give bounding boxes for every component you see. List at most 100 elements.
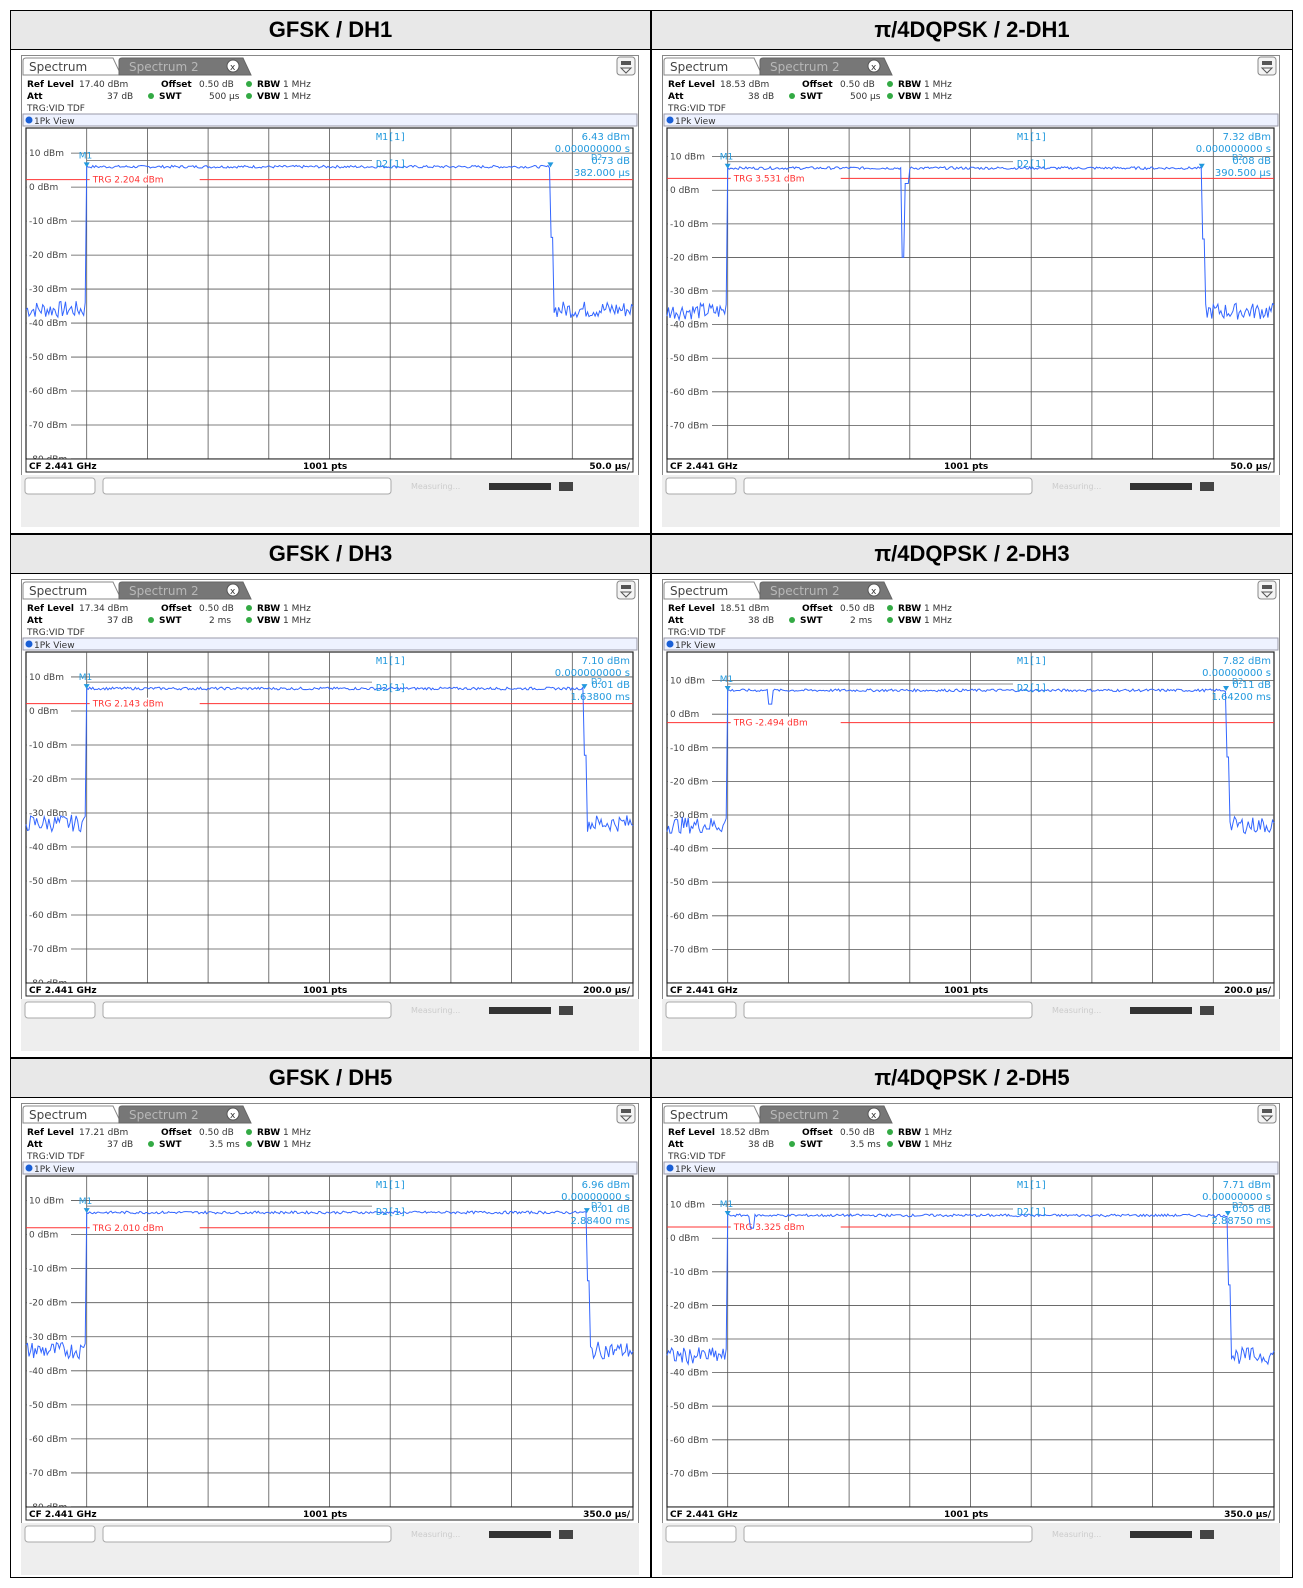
tab-spectrum-2[interactable] xyxy=(759,581,893,600)
marker-m1-icon[interactable] xyxy=(724,163,731,169)
status-field[interactable] xyxy=(665,477,737,495)
y-tick-label: -20 dBm xyxy=(29,775,67,785)
marker-d2-icon[interactable] xyxy=(583,1208,590,1214)
status-field[interactable] xyxy=(665,1525,737,1543)
time-per-div: 350.0 µs/ xyxy=(583,1510,631,1520)
att-value: 38 dB xyxy=(748,1140,774,1150)
center-frequency: CF 2.441 GHz xyxy=(29,462,97,472)
tab-spectrum-2-label: Spectrum 2 xyxy=(129,1108,199,1122)
marker-m1-icon[interactable] xyxy=(83,1208,90,1214)
trigger-label-bg xyxy=(730,1221,841,1233)
marker-d2-icon[interactable] xyxy=(1198,163,1205,169)
tab-spectrum[interactable] xyxy=(663,581,763,600)
tick-label-bg xyxy=(668,708,712,720)
marker-m1-name: M1[1] xyxy=(1017,656,1047,667)
vbw-value: 1 MHz xyxy=(924,616,952,626)
tab-spectrum[interactable] xyxy=(663,1105,763,1124)
marker-d2-icon[interactable] xyxy=(581,684,588,690)
status-message-field[interactable] xyxy=(102,477,392,495)
status-field[interactable] xyxy=(665,1001,737,1019)
marker-m1-icon[interactable] xyxy=(724,1211,731,1217)
y-tick-label: -60 dBm xyxy=(29,387,67,397)
status-field[interactable] xyxy=(24,477,96,495)
status-message-field[interactable] xyxy=(743,1525,1033,1543)
tick-label-bg xyxy=(668,318,712,330)
tick-label-bg xyxy=(27,1466,71,1478)
status-indicator-icon xyxy=(1200,482,1214,491)
tab-spectrum[interactable] xyxy=(22,581,122,600)
tab-spectrum-2[interactable] xyxy=(118,1105,252,1124)
close-tab-icon[interactable] xyxy=(226,59,240,73)
close-tab-icon[interactable] xyxy=(226,583,240,597)
swt-label: SWT xyxy=(800,616,823,626)
tab-spectrum-2[interactable] xyxy=(118,57,252,76)
spectrum-screen: Spectrum Spectrum 2 x Ref Level 18.53 dBm Off… xyxy=(662,55,1288,527)
time-per-div: 200.0 µs/ xyxy=(583,986,631,996)
time-per-div: 50.0 µs/ xyxy=(589,462,630,472)
tab-spectrum[interactable] xyxy=(22,1105,122,1124)
tab-spectrum[interactable] xyxy=(22,57,122,76)
y-tick-label: -70 dBm xyxy=(29,945,67,955)
marker-d2-icon[interactable] xyxy=(1224,1211,1231,1217)
tick-label-bg xyxy=(27,147,71,159)
tab-spectrum[interactable] xyxy=(663,57,763,76)
marker-d2-name: D2[1] xyxy=(1017,159,1047,170)
close-tab-glyph: x xyxy=(230,587,236,597)
tab-spectrum-label: Spectrum xyxy=(670,584,728,598)
view-label: 1Pk View xyxy=(675,641,716,651)
center-frequency: CF 2.441 GHz xyxy=(29,1510,97,1520)
y-tick-label: -50 dBm xyxy=(670,1402,708,1412)
tick-label-bg xyxy=(668,419,712,431)
ref-level-value: 18.52 dBm xyxy=(720,1128,769,1138)
marker-m1-icon[interactable] xyxy=(83,684,90,690)
status-message-field[interactable] xyxy=(743,477,1033,495)
marker-d2-icon[interactable] xyxy=(1223,685,1230,691)
marker-d2-name: D2[1] xyxy=(1017,1207,1047,1218)
spectrum-chart: Spectrum Spectrum 2 x Ref Level 18.53 dBm Off… xyxy=(662,55,1280,527)
status-field[interactable] xyxy=(24,1001,96,1019)
marker-m1-icon[interactable] xyxy=(724,685,731,691)
close-tab-glyph: x xyxy=(871,587,877,597)
status-message-field[interactable] xyxy=(102,1001,392,1019)
bottom-bar xyxy=(666,458,1275,473)
close-tab-glyph: x xyxy=(230,63,236,73)
tab-spectrum-2[interactable] xyxy=(759,57,893,76)
status-message-field[interactable] xyxy=(102,1525,392,1543)
marker-m1-value: 7.71 dBm xyxy=(1223,1180,1271,1191)
y-tick-label: -20 dBm xyxy=(670,253,708,263)
view-header xyxy=(663,113,1279,127)
trigger-mode: TRG:VID TDF xyxy=(667,104,726,114)
att-label: Att xyxy=(668,1140,684,1150)
tick-label-bg xyxy=(668,876,712,888)
trigger-label-bg xyxy=(89,697,200,709)
tab-spectrum-2[interactable] xyxy=(118,581,252,600)
y-tick-label: -50 dBm xyxy=(29,353,67,363)
marker-m1-icon[interactable] xyxy=(83,162,90,168)
trigger-label: TRG 2.143 dBm xyxy=(92,700,164,710)
monitor-shape-icon xyxy=(621,585,631,589)
status-message-field[interactable] xyxy=(743,1001,1033,1019)
tick-label-bg xyxy=(27,670,71,682)
spectrum-screen: Spectrum Spectrum 2 x Ref Level 17.34 dBm Off… xyxy=(21,579,647,1051)
spectrum-chart: Spectrum Spectrum 2 x Ref Level 18.52 dBm Off… xyxy=(662,1103,1280,1575)
marker-m1-time: 0.00000000 s xyxy=(1202,668,1271,679)
close-tab-icon[interactable] xyxy=(867,1107,881,1121)
tick-label-bg xyxy=(27,704,71,716)
close-tab-icon[interactable] xyxy=(867,583,881,597)
tab-spectrum-2[interactable] xyxy=(759,1105,893,1124)
view-label: 1Pk View xyxy=(34,641,75,651)
marker-d2-time: 1.63800 ms xyxy=(571,692,630,703)
y-tick-label: -50 dBm xyxy=(670,878,708,888)
close-tab-icon[interactable] xyxy=(867,59,881,73)
vbw-value: 1 MHz xyxy=(283,1140,311,1150)
ref-level-value: 18.51 dBm xyxy=(720,604,769,614)
tab-spectrum-2-label: Spectrum 2 xyxy=(129,584,199,598)
status-field[interactable] xyxy=(24,1525,96,1543)
measurement-cell: π/4DQPSK / 2-DH1 Spectrum Spectrum 2 x Ref L… xyxy=(651,10,1293,534)
close-tab-icon[interactable] xyxy=(226,1107,240,1121)
monitor-shape-icon xyxy=(621,61,631,65)
marker-d2-icon[interactable] xyxy=(547,162,554,168)
tick-label-bg xyxy=(27,1364,71,1376)
coupled-indicator-icon xyxy=(887,81,893,87)
y-tick-label: 10 dBm xyxy=(29,673,64,683)
